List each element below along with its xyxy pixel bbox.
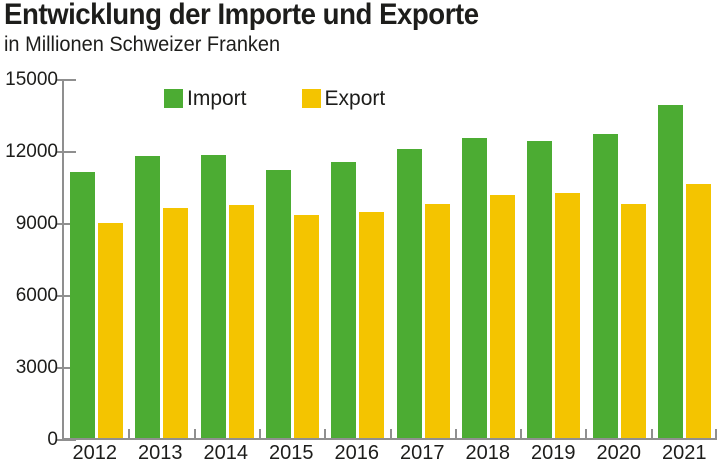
x-tick-8 — [585, 429, 588, 438]
bar-group-2015 — [260, 80, 325, 438]
bar-group-2021 — [652, 80, 717, 438]
x-label-2016: 2016 — [334, 442, 380, 464]
import-bar-2015 — [266, 169, 292, 438]
bar-group-2019 — [521, 80, 586, 438]
y-tick-label-15000: 15000 — [5, 69, 58, 90]
export-bar-2016 — [359, 212, 385, 438]
legend-label-export: Export — [324, 87, 386, 110]
export-bar-2018 — [489, 194, 515, 438]
y-tick-3000 — [56, 367, 76, 369]
x-label-2019: 2019 — [531, 442, 576, 464]
x-label-2015: 2015 — [269, 442, 314, 464]
x-tick-9 — [650, 429, 653, 438]
x-tick-2 — [193, 429, 196, 438]
import-bar-2019 — [527, 140, 553, 438]
legend-item-import: Import — [164, 88, 247, 109]
x-tick-5 — [389, 429, 392, 438]
y-tick-0 — [56, 439, 76, 441]
bar-group-2012 — [64, 80, 129, 438]
bar-group-2020 — [586, 80, 651, 438]
x-tick-6 — [454, 429, 457, 438]
import-bar-2018 — [461, 138, 487, 438]
export-bar-2013 — [163, 207, 189, 438]
y-tick-9000 — [56, 223, 76, 225]
bar-group-2016 — [325, 80, 390, 438]
import-bar-2017 — [396, 149, 422, 438]
export-bar-2017 — [424, 204, 450, 438]
import-bar-2021 — [657, 105, 683, 438]
export-bar-2020 — [620, 204, 646, 438]
x-tick-1 — [128, 429, 131, 438]
legend-label-import: Import — [187, 87, 247, 110]
import-bar-2012 — [70, 171, 96, 438]
legend: Import Export — [164, 88, 385, 109]
plot-area: 0 3000 6000 9000 12000 15000 Import Export — [5, 70, 717, 450]
export-bar-2012 — [98, 223, 124, 438]
import-swatch-icon — [164, 89, 183, 108]
chart-subtitle: in Millionen Schweizer Franken — [4, 33, 281, 56]
y-tick-6000 — [56, 295, 76, 297]
bar-series — [64, 80, 717, 438]
y-tick-label-6000: 6000 — [15, 285, 58, 306]
export-bar-2021 — [685, 183, 711, 438]
export-bar-2015 — [294, 214, 320, 438]
chart-title: Entwicklung der Importe und Exporte — [4, 0, 479, 31]
export-swatch-icon — [301, 89, 321, 108]
x-label-2013: 2013 — [138, 442, 183, 464]
x-label-2014: 2014 — [203, 442, 249, 464]
y-tick-label-3000: 3000 — [15, 357, 58, 378]
x-axis-labels: 2012 2013 2014 2015 2016 2017 2018 2019 2020 2021 — [62, 442, 717, 464]
y-tick-12000 — [56, 151, 76, 153]
y-tick-label-0: 0 — [47, 429, 58, 450]
import-bar-2016 — [331, 162, 357, 438]
bar-group-2018 — [456, 80, 521, 438]
x-label-2018: 2018 — [465, 442, 511, 464]
x-tick-4 — [324, 429, 327, 438]
y-tick-label-9000: 9000 — [15, 213, 58, 234]
x-label-2021: 2021 — [662, 442, 707, 464]
import-bar-2014 — [200, 155, 226, 438]
x-label-2020: 2020 — [596, 442, 642, 464]
x-tick-10 — [715, 429, 717, 438]
import-bar-2013 — [135, 156, 161, 438]
x-label-2012: 2012 — [72, 442, 118, 464]
bar-group-2013 — [129, 80, 194, 438]
import-bar-2020 — [592, 133, 618, 438]
export-bar-2019 — [555, 193, 581, 438]
x-label-2017: 2017 — [400, 442, 445, 464]
x-tick-3 — [258, 429, 261, 438]
x-tick-7 — [520, 429, 523, 438]
y-tick-label-12000: 12000 — [5, 141, 58, 162]
legend-item-export: Export — [301, 87, 386, 110]
y-tick-15000 — [56, 79, 76, 81]
export-bar-2014 — [228, 205, 254, 438]
bar-group-2014 — [195, 80, 260, 438]
bar-group-2017 — [390, 80, 455, 438]
